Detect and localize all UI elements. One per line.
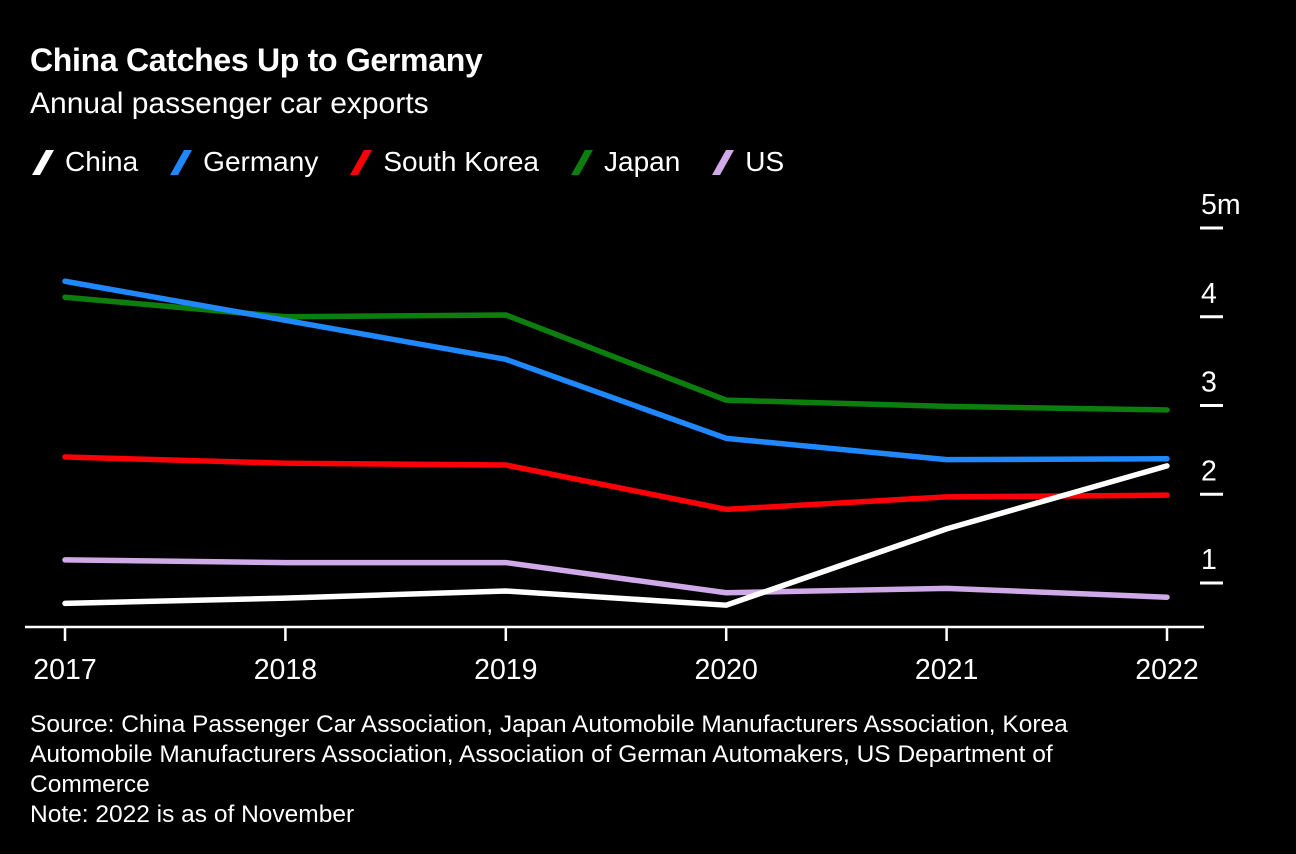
source-line: Automobile Manufacturers Association, As… [30,741,1053,768]
legend-label: US [745,146,785,177]
x-tick-label: 2017 [33,654,96,686]
y-tick-label: 4 [1201,278,1217,310]
y-tick-label: 5m [1201,189,1241,221]
legend-swatch-icon [350,149,373,175]
legend-label: Japan [604,146,681,177]
x-tick-label: 2022 [1135,654,1198,686]
chart-title: China Catches Up to Germany [30,42,483,78]
chart-footer: Source: China Passenger Car Association,… [30,710,1200,830]
note-line: Note: 2022 is as of November [30,801,355,828]
x-tick-label: 2021 [915,654,978,686]
legend-item-china: China [30,146,138,178]
legend-item-japan: Japan [569,146,680,178]
x-tick-label: 2020 [694,654,757,686]
x-tick-label: 2019 [474,654,537,686]
legend-label: China [65,146,139,177]
legend-swatch-icon [170,149,193,175]
legend-item-us: US [710,146,784,178]
series-line-south-korea [62,454,1170,513]
source-line: Source: China Passenger Car Association,… [30,711,1068,738]
legend-swatch-icon [32,149,54,175]
series-line-japan [62,294,1170,413]
legend-swatch-icon [712,149,735,175]
y-tick-label: 1 [1201,544,1217,576]
series-line-germany [62,278,1170,463]
y-tick-label: 3 [1201,367,1217,399]
legend-label: South Korea [383,146,539,177]
series-line-us [62,557,1170,600]
x-tick-label: 2018 [254,654,317,686]
y-tick-label: 2 [1201,455,1217,487]
legend-label: Germany [203,146,319,177]
legend-swatch-icon [571,149,593,175]
chart-subtitle: Annual passenger car exports [30,87,429,120]
source-line: Commerce [30,771,150,798]
legend-item-south-korea: South Korea [348,146,539,178]
chart-legend: China Germany South Korea Japan US [30,146,784,178]
legend-item-germany: Germany [168,146,318,178]
series-line-china [62,463,1170,608]
